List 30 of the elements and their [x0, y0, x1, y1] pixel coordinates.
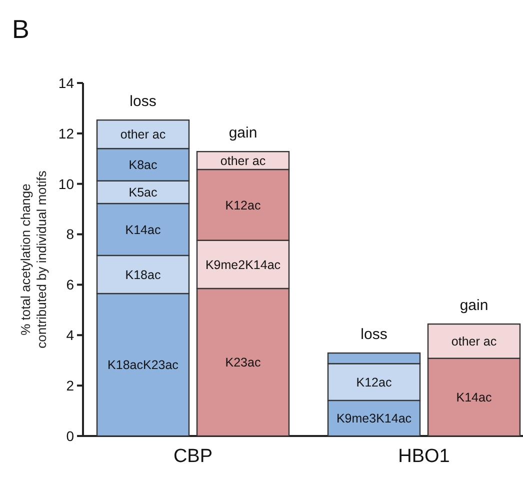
- y-tick-label: 10: [58, 176, 74, 192]
- series-label: K14ac: [456, 390, 492, 405]
- series-label: K5ac: [128, 186, 158, 200]
- series-label: other ac: [220, 154, 266, 168]
- y-tick-label: 8: [66, 226, 74, 242]
- y-tick-label: 2: [66, 377, 74, 394]
- text: CBP: [173, 446, 213, 467]
- x-tick-label: gain: [228, 124, 258, 142]
- x-tick-label: gain: [460, 297, 488, 314]
- series-label: K9me3K14ac: [336, 412, 412, 426]
- series-label: K8ac: [128, 158, 158, 172]
- x-tick-label: loss: [360, 326, 388, 344]
- series-label: other ac: [120, 128, 166, 142]
- y-tick-label: 12: [58, 125, 74, 142]
- series-label: K12ac: [356, 375, 392, 390]
- series-label: K14ac: [125, 222, 161, 237]
- series-label: K9me2K14ac: [205, 258, 281, 272]
- y-tick-label: 0: [66, 428, 74, 444]
- series-label: K12ac: [225, 198, 261, 212]
- series-label: K18acK23ac: [108, 358, 178, 372]
- y-tick-label: 14: [58, 74, 74, 91]
- series-label: K18ac: [125, 268, 161, 282]
- text: HBO1: [398, 446, 450, 467]
- y-axis-title: % total acetylation change contributed by individual motifs: [18, 170, 49, 348]
- series-label: K23ac: [225, 356, 261, 370]
- chart-title: B: [12, 14, 30, 44]
- series-label: other ac: [451, 334, 497, 349]
- y-tick-label: 6: [66, 276, 74, 293]
- y-tick-label: 4: [66, 327, 74, 344]
- x-tick-label: loss: [130, 93, 156, 110]
